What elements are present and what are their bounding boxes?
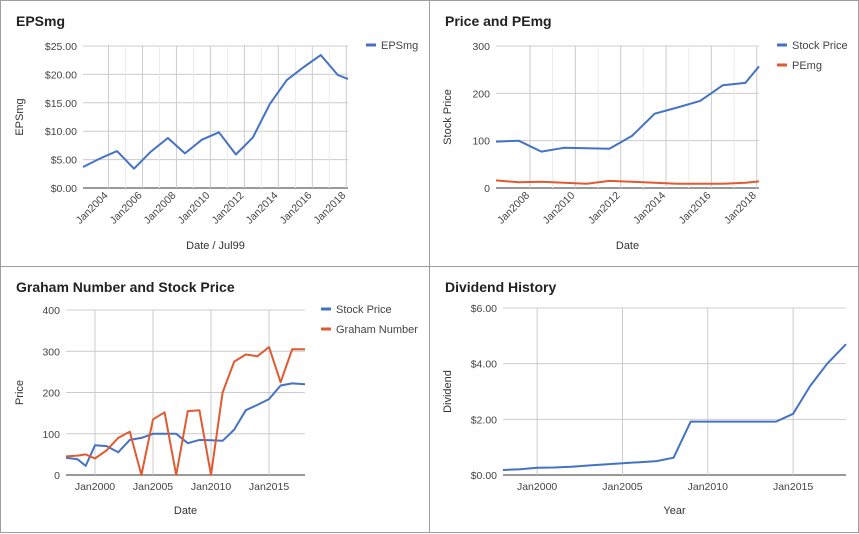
y-tick-label: $25.00 bbox=[45, 41, 77, 53]
dividend-history-chart: $0.00 $2.00 $4.00 $6.00 Jan2000 Jan2005 Jan201… bbox=[442, 303, 847, 517]
x-tick-label: Jan2005 bbox=[602, 481, 642, 493]
x-tick-label: Jan2005 bbox=[133, 481, 173, 493]
x-tick-label: Jan2006 bbox=[108, 190, 145, 227]
x-axis-title: Date / Jul99 bbox=[186, 240, 245, 252]
x-tick-label: Jan2012 bbox=[586, 190, 623, 227]
series-line-epsmg bbox=[82, 54, 349, 170]
x-tick-label: Jan2018 bbox=[722, 190, 759, 227]
y-tick-label: 0 bbox=[484, 183, 490, 195]
x-axis-title: Date bbox=[616, 240, 639, 252]
dividend-history-chart-panel: Dividend History $0.00 $2.00 $4.00 $6.00 Jan… bbox=[429, 266, 859, 533]
y-axis-title: Dividend bbox=[442, 370, 454, 413]
y-tick-label: 300 bbox=[42, 346, 60, 358]
x-tick-label: Jan2004 bbox=[74, 190, 111, 227]
x-tick-label: Jan2010 bbox=[688, 481, 728, 493]
y-tick-label: $2.00 bbox=[471, 414, 497, 426]
x-tick-label: Jan2008 bbox=[142, 190, 179, 227]
chart-title: EPSmg bbox=[16, 13, 66, 29]
x-tick-label: Jan2000 bbox=[75, 481, 115, 493]
x-tick-label: Jan2016 bbox=[677, 190, 714, 227]
legend-label: Stock Price bbox=[336, 304, 392, 316]
chart-title: Graham Number and Stock Price bbox=[16, 279, 235, 295]
epsmg-chart-panel: EPSmg $0.00 $5.00 $10.00 $15.00 $20.00 $25.00… bbox=[0, 0, 430, 267]
legend-label: Stock Price bbox=[792, 40, 848, 52]
legend-label: PEmg bbox=[792, 60, 822, 72]
x-tick-label: Jan2018 bbox=[311, 190, 348, 227]
y-tick-label: 0 bbox=[54, 470, 60, 482]
x-tick-label: Jan2010 bbox=[191, 481, 231, 493]
x-tick-label: Jan2015 bbox=[249, 481, 289, 493]
y-axis-title: Stock Price bbox=[442, 89, 454, 145]
series-line-graham-number bbox=[65, 346, 305, 476]
graham-number-chart: 0 100 200 300 400 Jan2000 Jan2005 Jan2010 Jan201… bbox=[14, 304, 418, 517]
x-axis-title: Date bbox=[174, 505, 197, 517]
legend-label: Graham Number bbox=[336, 324, 418, 336]
x-tick-label: Jan2012 bbox=[210, 190, 247, 227]
y-tick-label: $10.00 bbox=[45, 126, 77, 138]
x-tick-label: Jan2014 bbox=[631, 190, 668, 227]
y-tick-label: 200 bbox=[42, 388, 60, 400]
x-tick-label: Jan2015 bbox=[773, 481, 813, 493]
series-line-dividend bbox=[502, 343, 847, 471]
x-tick-label: Jan2008 bbox=[495, 190, 532, 227]
series-line-pemg bbox=[495, 179, 760, 185]
series-line-stock-price bbox=[495, 65, 760, 153]
y-tick-label: $20.00 bbox=[45, 69, 77, 81]
x-tick-label: Jan2010 bbox=[176, 190, 213, 227]
y-tick-label: $5.00 bbox=[51, 155, 77, 167]
legend-label: EPSmg bbox=[381, 40, 418, 52]
x-tick-label: Jan2010 bbox=[540, 190, 577, 227]
y-tick-label: 300 bbox=[472, 41, 490, 53]
chart-title: Dividend History bbox=[445, 279, 557, 295]
y-tick-label: 400 bbox=[42, 305, 60, 317]
y-axis-title: Price bbox=[14, 380, 26, 405]
epsmg-chart: $0.00 $5.00 $10.00 $15.00 $20.00 $25.00 Jan200… bbox=[14, 40, 418, 252]
chart-title: Price and PEmg bbox=[445, 13, 552, 29]
x-axis-title: Year bbox=[663, 505, 686, 517]
y-tick-label: 100 bbox=[472, 136, 490, 148]
price-pemg-chart-panel: Price and PEmg 0 100 200 300 Jan2008 Jan2010 J… bbox=[429, 0, 859, 267]
y-tick-label: 200 bbox=[472, 88, 490, 100]
graham-number-chart-panel: Graham Number and Stock Price 0 100 200 300… bbox=[0, 266, 430, 533]
y-tick-label: $6.00 bbox=[471, 303, 497, 315]
y-tick-label: $15.00 bbox=[45, 98, 77, 110]
x-tick-label: Jan2014 bbox=[243, 190, 280, 227]
y-tick-label: $4.00 bbox=[471, 359, 497, 371]
x-tick-label: Jan2016 bbox=[277, 190, 314, 227]
y-tick-label: 100 bbox=[42, 429, 60, 441]
y-axis-title: EPSmg bbox=[14, 98, 26, 135]
x-tick-label: Jan2000 bbox=[517, 481, 557, 493]
y-tick-label: $0.00 bbox=[471, 470, 497, 482]
y-tick-label: $0.00 bbox=[51, 183, 77, 195]
